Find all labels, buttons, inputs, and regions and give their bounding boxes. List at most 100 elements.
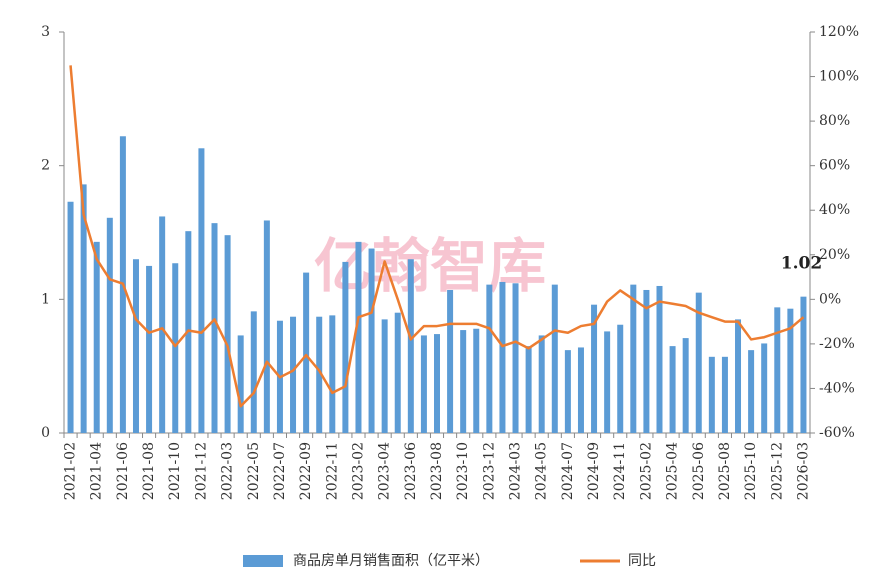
x-tick-label: 2021-08: [141, 442, 157, 500]
bar: [132, 259, 139, 433]
x-tick-label: 2023-02: [350, 442, 366, 500]
x-tick-label: 2022-03: [220, 442, 236, 500]
x-tick-label: 2021-02: [63, 442, 79, 500]
x-tick-label: 2022-07: [272, 442, 288, 500]
bar: [394, 312, 401, 433]
bar: [669, 346, 676, 433]
bar: [159, 216, 166, 433]
bar: [106, 217, 113, 433]
bar: [748, 350, 755, 433]
bar: [211, 223, 218, 433]
bar: [407, 259, 414, 433]
bar: [290, 316, 297, 433]
y2-tick-label: 0%: [819, 291, 841, 307]
x-tick-label: 2024-03: [508, 442, 524, 500]
y2-tick-label: -40%: [819, 380, 855, 396]
bar: [224, 235, 231, 433]
legend-label: 商品房单月销售面积（亿平米）: [293, 553, 489, 569]
bar: [591, 304, 598, 433]
y2-tick-label: 80%: [819, 113, 850, 129]
y-tick-label: 3: [41, 24, 50, 40]
bar: [198, 148, 205, 434]
x-tick-label: 2021-12: [193, 442, 209, 500]
bar: [420, 335, 427, 433]
x-tick-label: 2025-06: [691, 442, 707, 500]
bar: [355, 241, 362, 433]
bar: [499, 281, 506, 433]
bar: [787, 308, 794, 433]
data-label: 1.02: [781, 254, 822, 274]
bar: [381, 319, 388, 433]
y2-tick-label: -60%: [819, 425, 855, 441]
y2-tick-label: 40%: [819, 202, 850, 218]
bar: [721, 356, 728, 433]
bar: [682, 338, 689, 433]
y-tick-label: 2: [41, 158, 50, 174]
bar: [486, 284, 493, 433]
x-tick-label: 2025-10: [743, 442, 759, 500]
legend-swatch: [243, 555, 283, 567]
bar: [800, 296, 807, 433]
x-tick-label: 2021-04: [89, 442, 105, 500]
x-tick-label: 2022-11: [324, 442, 340, 500]
bar: [761, 343, 768, 433]
bar: [735, 319, 742, 433]
x-tick-label: 2023-10: [455, 442, 471, 500]
bar: [250, 311, 257, 433]
bar: [93, 241, 100, 433]
legend-label: 同比: [628, 553, 656, 569]
bar: [564, 350, 571, 433]
bar: [146, 265, 153, 433]
bar: [538, 335, 545, 433]
x-tick-label: 2024-07: [560, 442, 576, 500]
bar: [512, 283, 519, 433]
x-tick-label: 2025-12: [769, 442, 785, 500]
y2-tick-label: -20%: [819, 336, 855, 352]
bar: [656, 285, 663, 433]
x-tick-label: 2021-06: [115, 442, 131, 500]
bar: [643, 289, 650, 433]
x-tick-label: 2023-12: [481, 442, 497, 500]
bar: [577, 347, 584, 433]
bar: [551, 284, 558, 433]
x-tick-label: 2025-04: [665, 442, 681, 500]
y2-tick-label: 100%: [819, 69, 859, 85]
x-tick-label: 2023-06: [403, 442, 419, 500]
y2-tick-label: 60%: [819, 158, 850, 174]
bar: [695, 292, 702, 433]
bar: [368, 248, 375, 433]
bar: [329, 315, 336, 433]
x-tick-label: 2026-03: [795, 442, 811, 500]
x-tick-label: 2023-08: [429, 442, 445, 500]
bar: [617, 324, 624, 433]
x-tick-label: 2025-02: [638, 442, 654, 500]
bar: [434, 334, 440, 433]
bar: [630, 284, 637, 433]
bar: [342, 261, 349, 433]
y-tick-label: 1: [41, 291, 50, 307]
bar: [80, 184, 87, 433]
bar: [774, 307, 781, 433]
x-tick-label: 2024-05: [534, 442, 550, 500]
bar: [604, 331, 611, 433]
bar: [237, 335, 244, 433]
bar: [708, 356, 715, 433]
y2-tick-label: 120%: [819, 24, 859, 40]
line: [69, 65, 805, 408]
bar: [447, 289, 454, 433]
bar: [67, 201, 74, 433]
x-tick-label: 2024-09: [586, 442, 602, 500]
x-tick-label: 2023-04: [377, 442, 393, 500]
bar: [316, 316, 323, 433]
x-tick-label: 2021-10: [167, 442, 183, 500]
x-tick-label: 2022-09: [298, 442, 314, 500]
bar: [473, 328, 480, 433]
bar: [172, 263, 179, 433]
bar: [303, 272, 310, 433]
x-tick-label: 2025-08: [717, 442, 733, 500]
bar: [460, 330, 467, 433]
bar: [525, 346, 532, 433]
x-tick-label: 2022-05: [246, 442, 262, 500]
y2-tick-label: 20%: [819, 247, 850, 263]
